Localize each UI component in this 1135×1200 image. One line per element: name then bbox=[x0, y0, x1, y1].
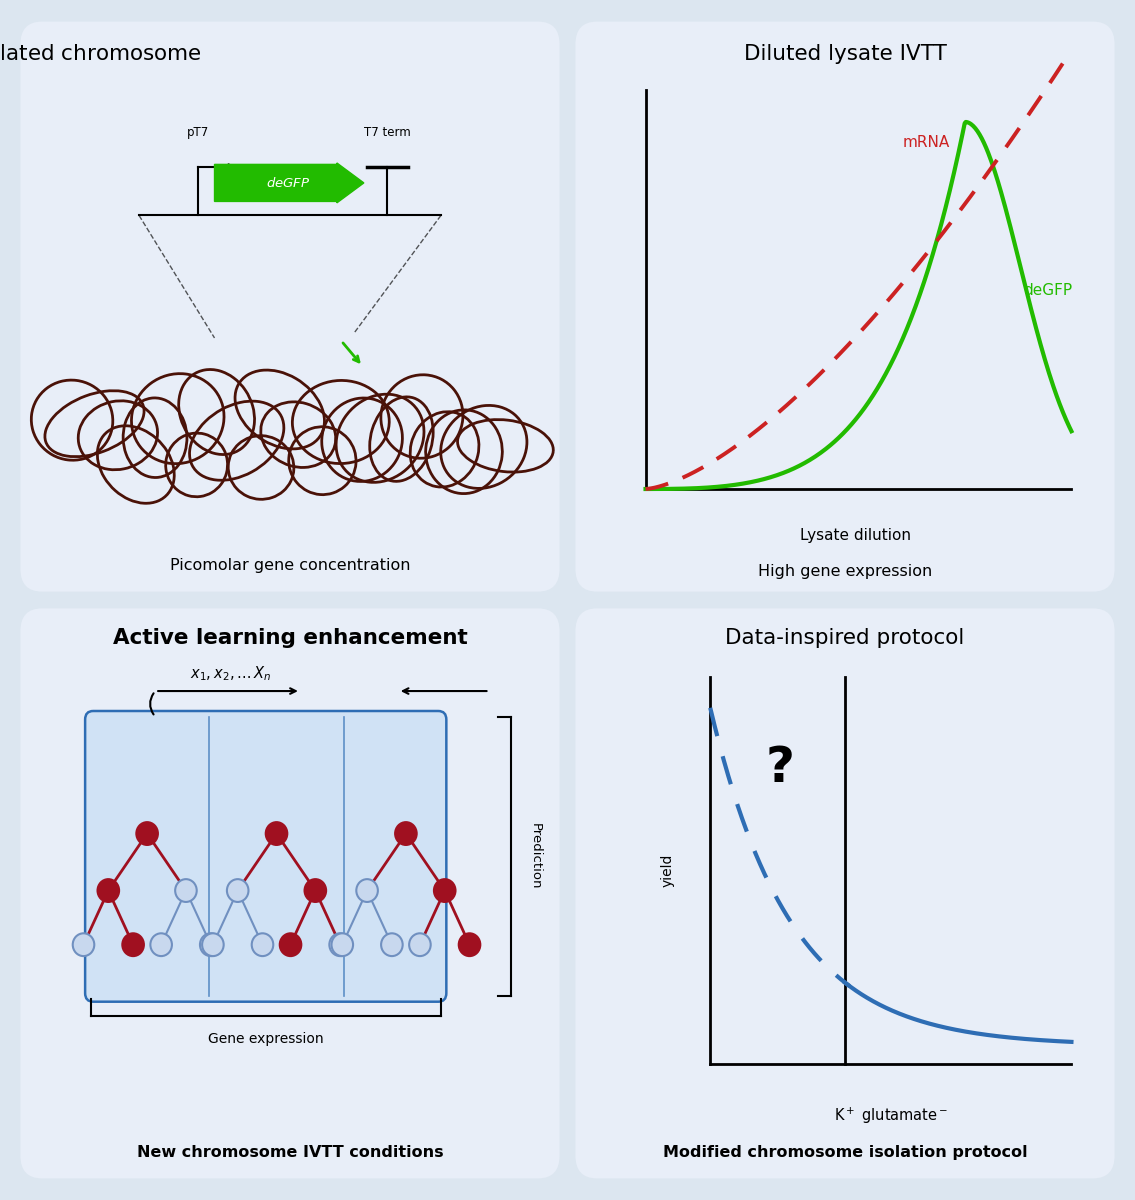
Circle shape bbox=[136, 822, 158, 845]
Text: Active learning enhancement: Active learning enhancement bbox=[112, 629, 468, 648]
Circle shape bbox=[200, 934, 221, 956]
Text: Diluted lysate IVTT: Diluted lysate IVTT bbox=[743, 44, 947, 65]
Circle shape bbox=[252, 934, 274, 956]
Text: $x_1, x_2, \ldots\, X_n$: $x_1, x_2, \ldots\, X_n$ bbox=[190, 665, 271, 683]
Circle shape bbox=[434, 880, 455, 902]
Circle shape bbox=[266, 822, 287, 845]
Text: Gene expression: Gene expression bbox=[208, 1032, 323, 1045]
Text: Lysate dilution: Lysate dilution bbox=[800, 528, 911, 544]
Circle shape bbox=[279, 934, 301, 956]
Circle shape bbox=[175, 880, 196, 902]
Text: T7 term: T7 term bbox=[363, 126, 411, 138]
Text: ?: ? bbox=[766, 744, 794, 792]
Text: New chromosome IVTT conditions: New chromosome IVTT conditions bbox=[136, 1145, 444, 1160]
Circle shape bbox=[459, 934, 480, 956]
Circle shape bbox=[304, 880, 326, 902]
Text: yield: yield bbox=[661, 854, 674, 887]
Circle shape bbox=[409, 934, 430, 956]
Text: High gene expression: High gene expression bbox=[758, 564, 932, 580]
Text: K$^+$ glutamate$^-$: K$^+$ glutamate$^-$ bbox=[834, 1105, 948, 1126]
FancyBboxPatch shape bbox=[20, 608, 560, 1178]
Text: $\it{deGFP}$: $\it{deGFP}$ bbox=[267, 176, 311, 190]
Text: mRNA: mRNA bbox=[902, 134, 950, 150]
Circle shape bbox=[331, 934, 353, 956]
Circle shape bbox=[227, 880, 249, 902]
Text: Picomolar gene concentration: Picomolar gene concentration bbox=[170, 558, 410, 574]
Text: Data-inspired protocol: Data-inspired protocol bbox=[725, 629, 965, 648]
Circle shape bbox=[150, 934, 171, 956]
FancyArrow shape bbox=[215, 163, 364, 203]
FancyBboxPatch shape bbox=[575, 608, 1115, 1178]
Circle shape bbox=[98, 880, 119, 902]
FancyBboxPatch shape bbox=[575, 22, 1115, 592]
Text: Modified chromosome isolation protocol: Modified chromosome isolation protocol bbox=[663, 1145, 1027, 1160]
Circle shape bbox=[202, 934, 224, 956]
FancyBboxPatch shape bbox=[85, 710, 446, 1002]
FancyBboxPatch shape bbox=[20, 22, 560, 592]
Circle shape bbox=[73, 934, 94, 956]
Text: pT7: pT7 bbox=[187, 126, 210, 138]
Text: $\it{E. coli}$  isolated chromosome: $\it{E. coli}$ isolated chromosome bbox=[0, 44, 201, 65]
Circle shape bbox=[123, 934, 144, 956]
Text: Prediction: Prediction bbox=[529, 823, 541, 889]
Circle shape bbox=[381, 934, 403, 956]
Circle shape bbox=[329, 934, 351, 956]
Circle shape bbox=[356, 880, 378, 902]
Text: deGFP: deGFP bbox=[1023, 283, 1073, 298]
Circle shape bbox=[395, 822, 417, 845]
